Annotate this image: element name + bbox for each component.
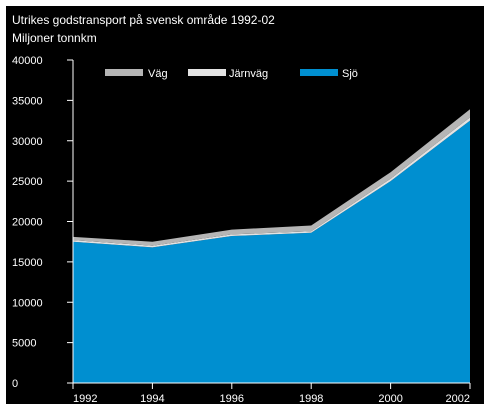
y-tick-label: 35000 — [12, 95, 43, 107]
legend-swatch-vag — [105, 69, 143, 76]
x-tick-label: 1992 — [73, 393, 97, 405]
x-tick-label: 1998 — [299, 393, 323, 405]
legend-label-sjo: Sjö — [342, 68, 358, 80]
y-tick-label: 25000 — [12, 176, 43, 188]
area-sjo — [73, 120, 470, 383]
legend-swatch-sjo — [300, 69, 338, 76]
legend-swatch-jarnvag — [188, 69, 226, 76]
legend-label-vag: Väg — [148, 68, 168, 80]
y-tick-label: 15000 — [12, 257, 43, 269]
chart-title: Utrikes godstransport på svensk område 1… — [12, 13, 275, 27]
axes-layer: 0 5000 10000 15000 20000 25000 30000 35000 40000… — [12, 55, 471, 405]
y-tick-label: 10000 — [12, 297, 43, 309]
y-tick-label: 20000 — [12, 217, 43, 229]
y-tick-label: 0 — [12, 378, 18, 390]
chart-subtitle: Miljoner tonnkm — [12, 31, 97, 45]
y-tick-label: 40000 — [12, 55, 43, 67]
x-tick-label: 2000 — [378, 393, 402, 405]
area-vag — [73, 109, 470, 246]
legend-label-jarnvag: Järnväg — [229, 68, 268, 80]
y-tick-label: 30000 — [12, 136, 43, 148]
x-tick-label: 1994 — [140, 393, 164, 405]
areas-layer — [73, 109, 470, 383]
y-tick-label: 5000 — [12, 338, 36, 350]
x-tick-label: 1996 — [220, 393, 244, 405]
x-tick-label: 2002 — [446, 393, 470, 405]
legend: Väg Järnväg Sjö — [105, 68, 358, 80]
